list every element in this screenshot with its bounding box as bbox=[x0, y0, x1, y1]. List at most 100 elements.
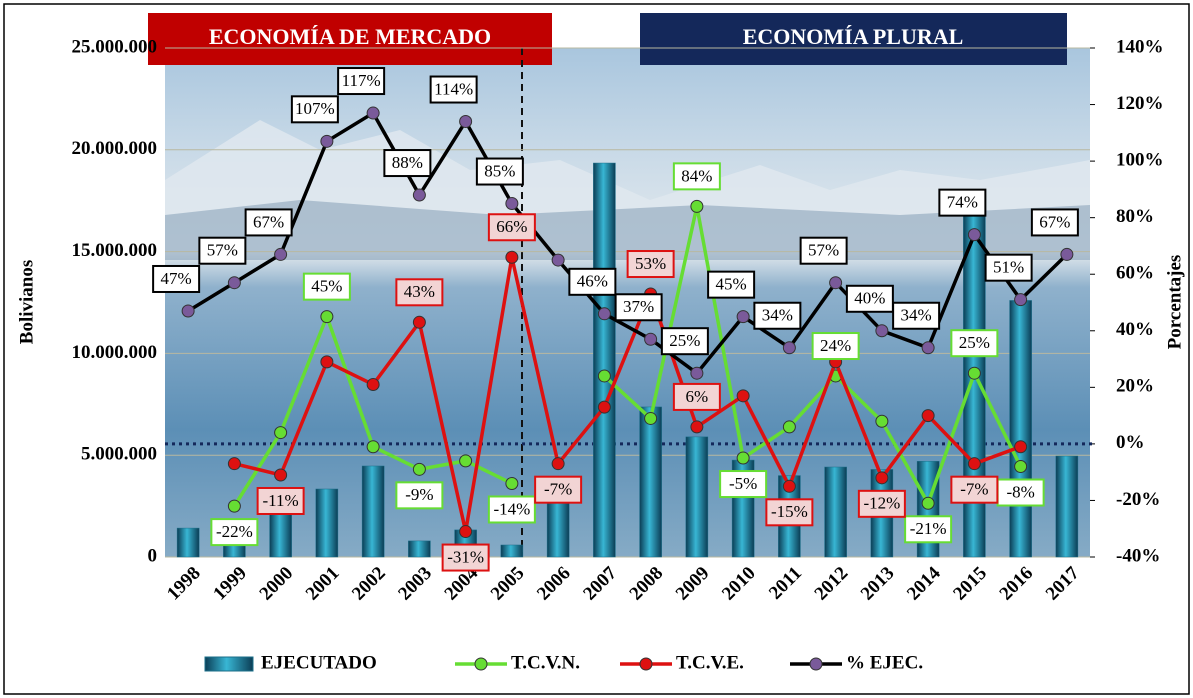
point bbox=[968, 229, 980, 241]
data-label-text: 51% bbox=[993, 258, 1024, 277]
data-label: -22% bbox=[211, 519, 257, 545]
point bbox=[506, 251, 518, 263]
data-label-text: -14% bbox=[493, 499, 530, 518]
data-label: 114% bbox=[431, 77, 477, 103]
data-label: 24% bbox=[813, 333, 859, 359]
data-label-text: 74% bbox=[947, 193, 978, 212]
legend-marker bbox=[475, 658, 487, 670]
data-label: 67% bbox=[246, 209, 292, 235]
y2-tick-label: 80% bbox=[1116, 206, 1154, 227]
point bbox=[691, 200, 703, 212]
point bbox=[645, 412, 657, 424]
data-label-text: -9% bbox=[405, 485, 433, 504]
data-label: 88% bbox=[384, 150, 430, 176]
bar bbox=[640, 407, 662, 557]
data-label-text: 46% bbox=[577, 272, 608, 291]
data-label: 53% bbox=[628, 251, 674, 277]
data-label-text: 114% bbox=[434, 79, 473, 98]
point bbox=[460, 455, 472, 467]
data-label: -12% bbox=[859, 491, 905, 517]
y-tick-label: 25.000.000 bbox=[72, 36, 158, 57]
y2-tick-label: 60% bbox=[1116, 263, 1154, 284]
data-label-text: -31% bbox=[447, 547, 484, 566]
data-label-text: 24% bbox=[820, 336, 851, 355]
point bbox=[783, 342, 795, 354]
data-label-text: 34% bbox=[901, 306, 932, 325]
point bbox=[598, 370, 610, 382]
point bbox=[1015, 294, 1027, 306]
point bbox=[367, 379, 379, 391]
legend-label: % EJEC. bbox=[846, 652, 923, 673]
y-tick-label: 0 bbox=[148, 545, 158, 566]
point bbox=[321, 356, 333, 368]
point bbox=[645, 333, 657, 345]
point bbox=[182, 305, 194, 317]
legend-marker bbox=[810, 658, 822, 670]
bar bbox=[1056, 456, 1078, 557]
data-label: 37% bbox=[616, 294, 662, 320]
data-label: 46% bbox=[569, 269, 615, 295]
data-label: 6% bbox=[674, 384, 720, 410]
y2-tick-label: 140% bbox=[1116, 36, 1164, 57]
data-label: -14% bbox=[489, 496, 535, 522]
data-label: 85% bbox=[477, 159, 523, 185]
point bbox=[968, 367, 980, 379]
data-label-text: 107% bbox=[295, 99, 335, 118]
point bbox=[598, 401, 610, 413]
point bbox=[228, 458, 240, 470]
y2-tick-label: 20% bbox=[1116, 376, 1154, 397]
y2-tick-label: 0% bbox=[1116, 432, 1145, 453]
point bbox=[367, 441, 379, 453]
point bbox=[367, 107, 379, 119]
point bbox=[922, 497, 934, 509]
data-label-text: -22% bbox=[216, 522, 253, 541]
point bbox=[506, 198, 518, 210]
point bbox=[737, 311, 749, 323]
data-label-text: 37% bbox=[623, 297, 654, 316]
data-label-text: 67% bbox=[253, 212, 284, 231]
data-label: 66% bbox=[489, 214, 535, 240]
bar bbox=[270, 511, 292, 557]
data-label-text: 47% bbox=[161, 269, 192, 288]
data-label: -5% bbox=[720, 471, 766, 497]
point bbox=[413, 463, 425, 475]
header: ECONOMÍA DE MERCADO bbox=[209, 24, 491, 49]
y2-tick-label: -40% bbox=[1116, 545, 1160, 566]
data-label: 34% bbox=[893, 303, 939, 329]
data-label: 34% bbox=[754, 303, 800, 329]
data-label: 47% bbox=[153, 266, 199, 292]
bar bbox=[963, 210, 985, 557]
data-label: -8% bbox=[998, 480, 1044, 506]
data-label: 43% bbox=[396, 279, 442, 305]
point bbox=[830, 277, 842, 289]
bar bbox=[177, 528, 199, 557]
point bbox=[321, 311, 333, 323]
point bbox=[968, 458, 980, 470]
data-label: 117% bbox=[338, 68, 384, 94]
data-label-text: 45% bbox=[716, 275, 747, 294]
point bbox=[228, 500, 240, 512]
bar bbox=[1010, 300, 1032, 557]
chart: ECONOMÍA DE MERCADO ECONOMÍA PLURAL Boli… bbox=[0, 0, 1193, 698]
data-label-text: 6% bbox=[686, 387, 709, 406]
data-label: 84% bbox=[674, 163, 720, 189]
legend-label: T.C.V.N. bbox=[511, 652, 580, 673]
legend-label: EJECUTADO bbox=[261, 652, 377, 673]
data-label-text: -5% bbox=[729, 474, 757, 493]
data-label: -7% bbox=[951, 477, 997, 503]
point bbox=[413, 189, 425, 201]
y2-axis-title: Porcentajes bbox=[1164, 255, 1185, 350]
data-label-text: -15% bbox=[771, 502, 808, 521]
data-label: 45% bbox=[304, 274, 350, 300]
data-label-text: -8% bbox=[1006, 482, 1034, 501]
data-label: 57% bbox=[801, 238, 847, 264]
y-tick-label: 5.000.000 bbox=[81, 444, 157, 465]
data-label: 25% bbox=[662, 328, 708, 354]
point bbox=[691, 421, 703, 433]
point bbox=[460, 526, 472, 538]
data-label: -21% bbox=[905, 516, 951, 542]
point bbox=[876, 472, 888, 484]
data-label: 67% bbox=[1032, 209, 1078, 235]
point bbox=[1015, 441, 1027, 453]
bar bbox=[316, 489, 338, 557]
